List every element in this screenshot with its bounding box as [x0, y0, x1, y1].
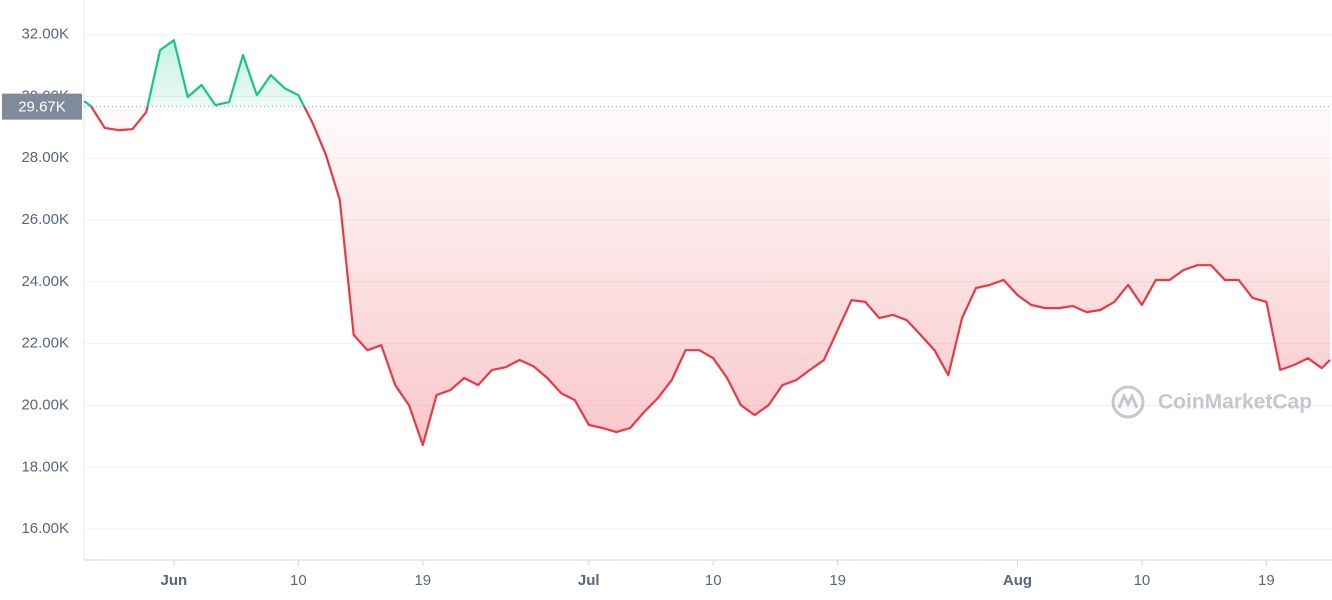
x-tick-label: Jun [161, 572, 188, 589]
x-tick-label: 10 [290, 572, 307, 589]
y-tick-label: 24.00K [21, 273, 69, 290]
x-tick-label: 10 [705, 572, 722, 589]
price-line [83, 39, 1331, 447]
y-tick-label: 16.00K [21, 520, 69, 537]
x-tick-label: Aug [1003, 572, 1032, 589]
y-tick-label: 26.00K [21, 211, 69, 228]
y-tick-label: 20.00K [21, 396, 69, 413]
y-tick-label: 22.00K [21, 335, 69, 352]
y-tick-label: 28.00K [21, 149, 69, 166]
reference-badge [2, 93, 82, 120]
watermark-logo [1111, 385, 1145, 419]
x-tick-label: Jul [578, 572, 600, 589]
watermark: CoinMarketCap [1111, 385, 1312, 419]
y-tick-label: 32.00K [21, 26, 69, 43]
x-tick-label: 19 [829, 572, 846, 589]
watermark-logo-m [1117, 392, 1139, 409]
reference-label: 29.67K [18, 99, 66, 116]
x-tick-label: 10 [1134, 572, 1151, 589]
y-tick-label: 18.00K [21, 458, 69, 475]
x-tick-label: 19 [1258, 572, 1275, 589]
x-tick-label: 19 [414, 572, 431, 589]
watermark-text: CoinMarketCap [1158, 391, 1312, 414]
price-area [84, 40, 1330, 445]
